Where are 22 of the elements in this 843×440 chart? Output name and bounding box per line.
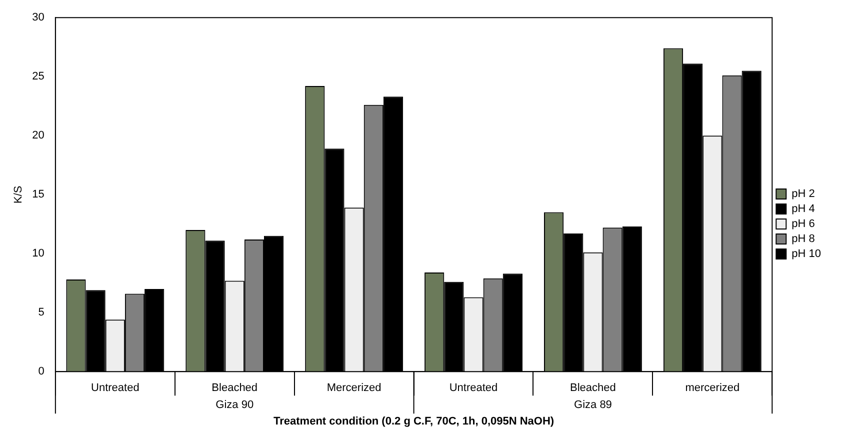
x-axis-title: Treatment condition (0.2 g C.F, 70C, 1h, 0,095N NaOH)	[274, 415, 554, 428]
y-tick-label: 25	[32, 70, 44, 83]
legend-label: pH 10	[792, 248, 822, 260]
x-tick-label: mercerized	[685, 382, 740, 394]
x-tick-label: Untreated	[449, 382, 498, 394]
y-tick-label: 15	[32, 188, 44, 201]
y-tick-label: 30	[32, 12, 44, 24]
y-tick-label: 0	[38, 366, 44, 378]
legend-label: pH 2	[792, 188, 815, 200]
text: Giza 90	[216, 399, 254, 412]
legend-label: pH 8	[792, 233, 815, 246]
legend-label: pH 4	[792, 203, 815, 216]
text: Giza 89	[574, 399, 612, 412]
x-tick-label: Bleached	[212, 382, 258, 394]
x-tick-label: Untreated	[91, 382, 140, 394]
y-tick-label: 10	[32, 248, 44, 260]
y-tick-label: 20	[32, 130, 44, 142]
y-axis-title: K/S	[12, 186, 25, 204]
x-tick-label: Mercerized	[326, 382, 382, 394]
x-tick-label: Bleached	[570, 382, 616, 394]
legend-label: pH 6	[792, 218, 815, 230]
y-tick-label: 5	[38, 306, 44, 319]
